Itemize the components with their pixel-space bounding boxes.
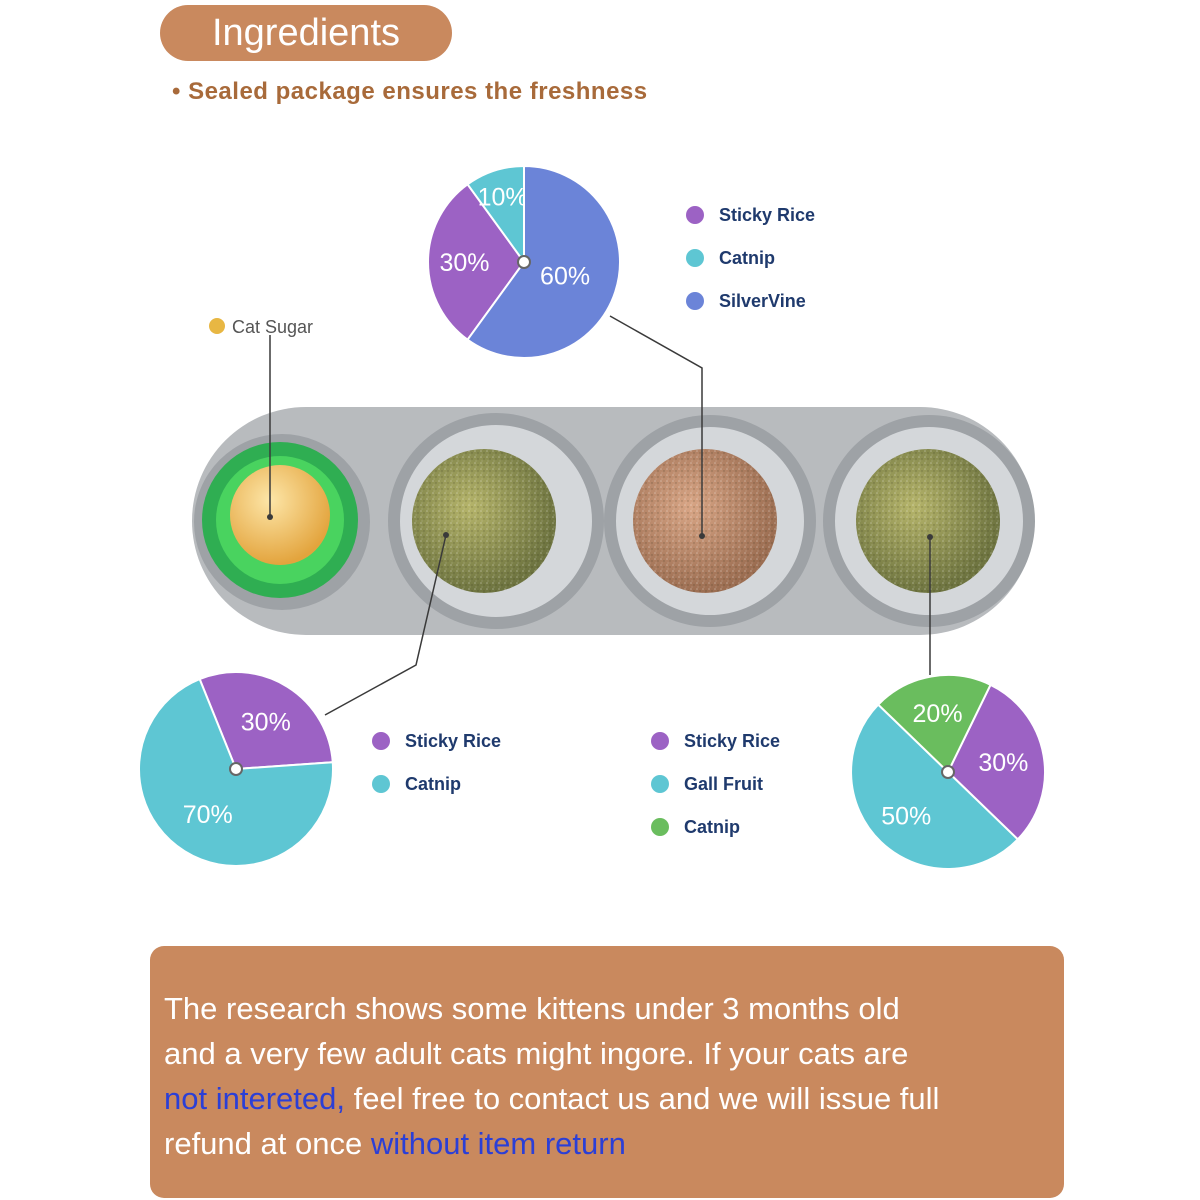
freshness-subtitle: • Sealed package ensures the freshness	[172, 78, 648, 105]
without-item-return-highlight: without item return	[370, 1126, 626, 1161]
legend-dot-catnip	[372, 775, 390, 793]
pie-label-catnip: 70%	[183, 801, 233, 829]
legend-label-catnip: Catnip	[405, 774, 461, 794]
pie-label-silvervine: 60%	[540, 262, 590, 290]
legend-label-sticky-rice: Sticky Rice	[405, 731, 501, 751]
pie-label-sticky-rice: 30%	[978, 749, 1028, 777]
notice-line-3-rest: feel free to contact us and we will issu…	[344, 1081, 940, 1116]
notice-line-1: The research shows some kittens under 3 …	[164, 991, 900, 1026]
pie-center-dot	[941, 765, 955, 779]
legend-dot-silvervine	[686, 292, 704, 310]
legend-label-sticky-rice: Sticky Rice	[719, 205, 815, 225]
pie-chart-1: 30% 10% 60%	[427, 164, 621, 359]
ingredients-badge: Ingredients	[160, 5, 452, 61]
notice-line-4-start: refund at once	[164, 1126, 371, 1161]
pie-slice-gall-fruit	[850, 703, 1020, 870]
notice-line-2: and a very few adult cats might ingore. …	[164, 1036, 909, 1071]
legend-dot-sticky-rice	[686, 206, 704, 224]
product-illustration	[192, 407, 1035, 635]
pie-label-sticky-rice: 30%	[439, 249, 489, 277]
pie-slice-sticky-rice	[427, 182, 526, 342]
pie-slice-sticky-rice	[198, 671, 334, 771]
legend-dot-gall-fruit	[651, 775, 669, 793]
cat-sugar-dot	[209, 318, 225, 334]
pie-center-dot	[229, 762, 243, 776]
connector-line-2	[324, 534, 447, 716]
notice-line-3: not intereted, feel free to contact us a…	[164, 1076, 1048, 1121]
pie-center-dot	[517, 255, 531, 269]
notice-line-4: refund at once without item return	[164, 1121, 1048, 1166]
pie-label-catnip: 20%	[913, 700, 963, 728]
legend-label-silvervine: SilverVine	[719, 291, 806, 311]
pie-label-catnip: 10%	[478, 183, 528, 211]
legend-label-gall-fruit: Gall Fruit	[684, 774, 763, 794]
legend-1: Sticky Rice Catnip SilverVine	[686, 205, 815, 311]
legend-2: Sticky Rice Catnip	[372, 731, 501, 794]
connector-lines	[269, 315, 931, 716]
legend-label-catnip: Catnip	[719, 248, 775, 268]
cat-sugar-ball	[230, 465, 330, 565]
pie-label-sticky-rice: 30%	[241, 708, 291, 736]
not-interested-highlight: not intereted,	[164, 1081, 345, 1116]
legend-dot-sticky-rice	[651, 732, 669, 750]
legend-dot-catnip	[651, 818, 669, 836]
legend-3: Sticky Rice Gall Fruit Catnip	[651, 731, 780, 837]
pie-chart-2: 30% 70%	[138, 671, 334, 867]
pie-chart-3: 30% 50% 20%	[850, 674, 1046, 870]
pie-slice-silvervine	[466, 164, 621, 359]
legend-dot-catnip	[686, 249, 704, 267]
notice-panel: The research shows some kittens under 3 …	[150, 946, 1064, 1198]
legend-dot-sticky-rice	[372, 732, 390, 750]
legend-label-catnip: Catnip	[684, 817, 740, 837]
legend-label-sticky-rice: Sticky Rice	[684, 731, 780, 751]
connector-line-1	[609, 315, 703, 536]
pie-label-gall-fruit: 50%	[881, 802, 931, 830]
pie-slice-catnip	[876, 674, 992, 774]
cat-sugar-label: Cat Sugar	[232, 317, 313, 337]
